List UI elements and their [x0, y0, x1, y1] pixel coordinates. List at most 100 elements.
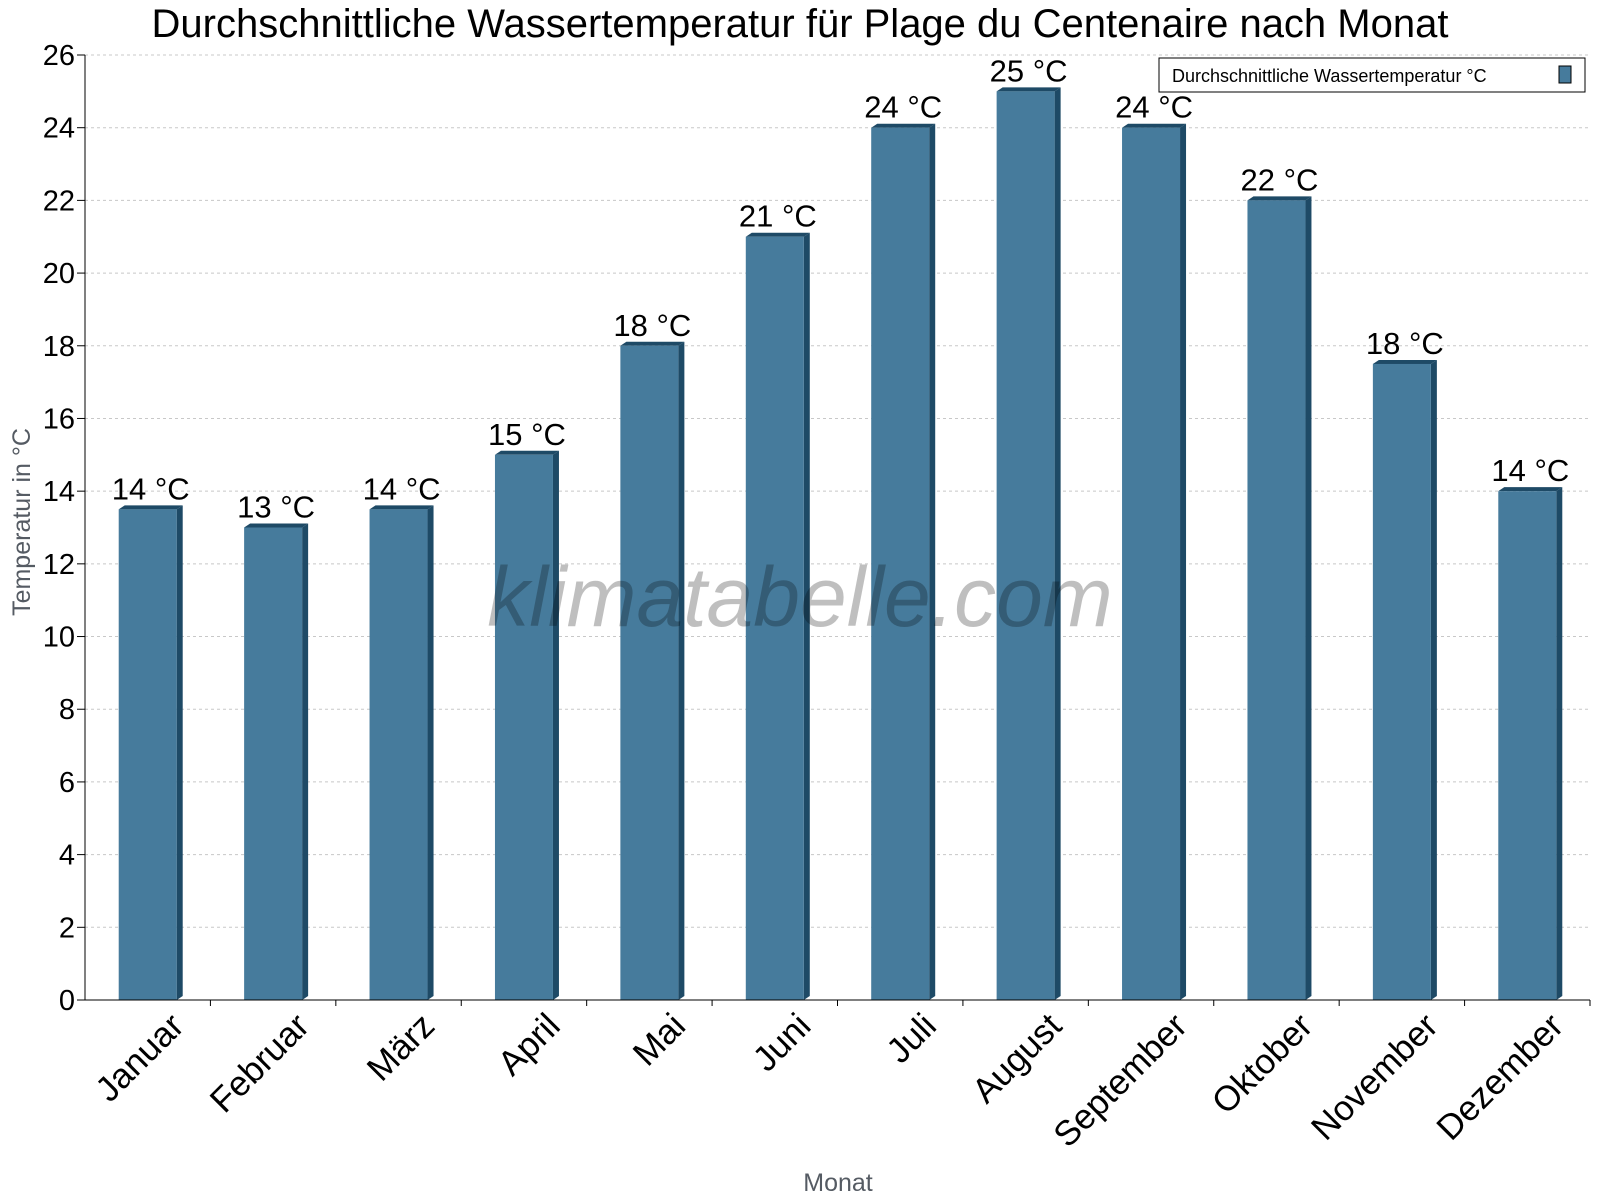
- bar: [494, 450, 559, 1000]
- legend-box: [1158, 57, 1586, 93]
- y-tick-label: 14: [43, 476, 75, 508]
- bar-top: [620, 341, 685, 346]
- x-tick-label: April: [491, 1006, 568, 1083]
- bar-side: [552, 450, 559, 1000]
- y-tick-label: 6: [59, 767, 75, 799]
- bar-side: [1054, 87, 1061, 1001]
- bar: [871, 123, 936, 1000]
- bar: [745, 232, 810, 1000]
- y-axis-title: Temperatur in °C: [8, 428, 36, 616]
- data-label: 24 °C: [1115, 90, 1193, 125]
- bars: [118, 87, 1563, 1001]
- bar-top: [1247, 196, 1312, 201]
- x-tick-label: September: [1046, 1006, 1195, 1155]
- bar-top: [871, 123, 936, 128]
- bar-top: [369, 505, 434, 510]
- data-label: 18 °C: [1366, 326, 1444, 361]
- data-label: 14 °C: [1491, 453, 1569, 488]
- y-tick-label: 12: [43, 549, 75, 581]
- bar-side: [1305, 196, 1312, 1000]
- y-tick-label: 26: [43, 40, 75, 72]
- bar-face: [871, 127, 930, 1000]
- x-tick-label: November: [1304, 1006, 1446, 1148]
- bar-face: [620, 345, 679, 1000]
- bar-face: [244, 527, 303, 1000]
- bar: [1498, 487, 1563, 1001]
- data-label: 22 °C: [1241, 162, 1319, 197]
- bar-face: [494, 454, 553, 1000]
- x-axis-ticks: Januar Februar März April Mai Juni Juli AugustS…: [88, 1000, 1591, 1155]
- bar-side: [427, 505, 434, 1000]
- y-tick-label: 16: [43, 403, 75, 435]
- y-tick-label: 4: [59, 840, 75, 872]
- x-tick-label: Februar: [203, 1006, 317, 1120]
- x-axis-title: Monat: [803, 1169, 873, 1197]
- bar: [996, 87, 1061, 1001]
- bar-top: [244, 523, 309, 528]
- legend-label: Durchschnittliche Wassertemperatur °C: [1172, 66, 1487, 86]
- bar: [369, 505, 434, 1000]
- bar-side: [1556, 487, 1563, 1001]
- watermark: klimatabelle.com: [487, 550, 1113, 644]
- x-tick-label: Juli: [879, 1006, 944, 1071]
- bar-side: [929, 123, 936, 1000]
- bar-face: [1498, 491, 1557, 1000]
- bar-top: [118, 505, 183, 510]
- bar-side: [1430, 359, 1437, 1000]
- bar: [244, 523, 309, 1000]
- bar-top: [745, 232, 810, 237]
- legend: Durchschnittliche Wassertemperatur °C: [1158, 57, 1586, 93]
- bar: [1372, 359, 1437, 1000]
- bar: [1122, 123, 1187, 1000]
- data-label: 18 °C: [613, 308, 691, 343]
- bar-top: [1122, 123, 1187, 128]
- bar-top: [1498, 487, 1563, 492]
- axes: [84, 55, 1590, 1001]
- bar-top: [996, 87, 1061, 92]
- data-label: 15 °C: [488, 417, 566, 452]
- data-label: 14 °C: [112, 471, 190, 506]
- bar-face: [118, 509, 177, 1000]
- x-tick-label: August: [965, 1006, 1070, 1111]
- y-tick-label: 2: [59, 912, 75, 944]
- bar-face: [1372, 363, 1431, 1000]
- y-tick-label: 24: [43, 113, 75, 145]
- legend-swatch: [1558, 65, 1572, 84]
- bar-top: [494, 450, 559, 455]
- x-tick-label: Juni: [745, 1006, 818, 1079]
- bar: [620, 341, 685, 1000]
- bar-face: [1247, 200, 1306, 1000]
- bar-side: [803, 232, 810, 1000]
- y-tick-label: 8: [59, 694, 75, 726]
- data-label: 13 °C: [237, 490, 315, 525]
- x-tick-label: März: [360, 1006, 443, 1089]
- data-label: 25 °C: [990, 53, 1068, 88]
- data-label: 24 °C: [864, 90, 942, 125]
- grid-lines: [85, 54, 1590, 928]
- x-tick-label: Mai: [626, 1006, 693, 1073]
- bar: [118, 505, 183, 1000]
- bar-side: [302, 523, 309, 1000]
- bar-side: [176, 505, 183, 1000]
- y-tick-label: 0: [59, 985, 75, 1017]
- chart-title: Durchschnittliche Wassertemperatur für P…: [152, 2, 1449, 46]
- y-tick-label: 10: [43, 622, 75, 654]
- bar-side: [678, 341, 685, 1000]
- bar-face: [996, 91, 1055, 1001]
- y-tick-label: 20: [43, 258, 75, 290]
- bar-side: [1180, 123, 1187, 1000]
- x-tick-label: Oktober: [1205, 1006, 1321, 1122]
- data-label: 14 °C: [363, 471, 441, 506]
- data-labels: 14 °C 13 °C 14 °C 15 °C 18 °C 21 °C 24 °C 25 °C…: [112, 53, 1569, 524]
- x-tick-label: Dezember: [1429, 1006, 1571, 1148]
- bar-face: [745, 236, 804, 1000]
- bar-face: [1122, 127, 1181, 1000]
- y-tick-label: 22: [43, 185, 75, 217]
- bar: [1247, 196, 1312, 1000]
- y-tick-label: 18: [43, 331, 75, 363]
- x-tick-label: Januar: [88, 1006, 191, 1109]
- bar-top: [1372, 359, 1437, 364]
- data-label: 21 °C: [739, 199, 817, 234]
- bar-face: [369, 509, 428, 1000]
